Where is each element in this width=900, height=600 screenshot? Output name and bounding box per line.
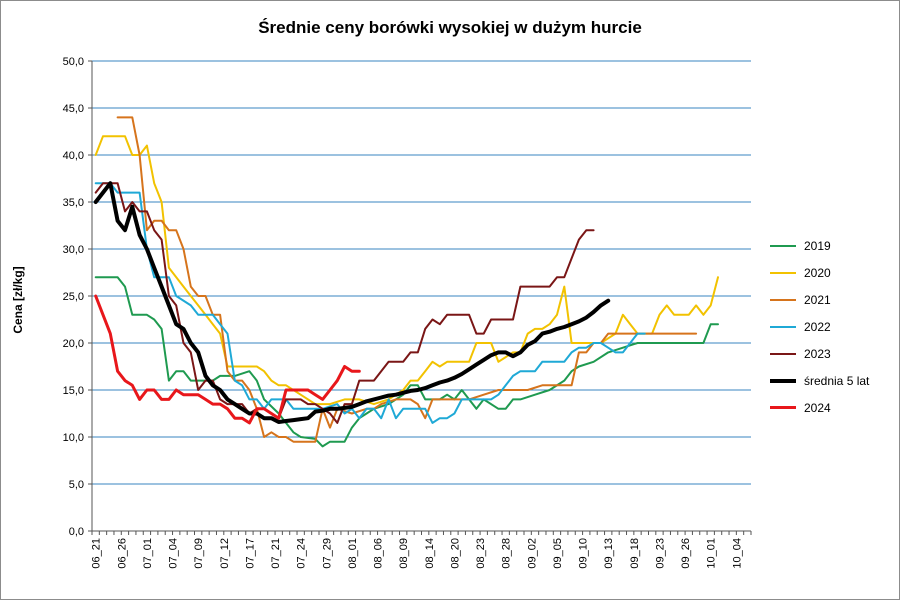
legend-item: 2019 (770, 232, 869, 259)
legend-swatch (770, 352, 796, 355)
x-tick-label: 07_17 (244, 538, 256, 569)
x-tick-label: 09_05 (552, 538, 564, 569)
series-line-2024 (94, 294, 361, 425)
y-tick-label: 10,0 (63, 432, 84, 444)
y-tick-label: 25,0 (63, 291, 84, 303)
series-line-2020 (94, 135, 719, 406)
legend-label: średnia 5 lat (804, 373, 870, 388)
legend: 2019 2020 2021 2022 2023 średnia 5 lat 2024 (770, 232, 869, 421)
legend-label: 2019 (804, 238, 831, 253)
legend-label: 2020 (804, 265, 831, 280)
x-tick-label: 08_06 (373, 538, 385, 569)
axis-layer: 0,0 5,0 10,0 15,0 20,0 25,0 30,0 35,0 40,0 45,0 50… (63, 56, 752, 569)
x-tick-label: 07_21 (270, 538, 282, 569)
x-tick-label: 08_20 (449, 538, 461, 569)
x-tick-label: 08_23 (475, 538, 487, 569)
x-tick-label: 10_01 (706, 538, 718, 569)
legend-swatch (770, 244, 796, 247)
x-tick-label: 09_18 (629, 538, 641, 569)
y-tick-label: 15,0 (63, 385, 84, 397)
y-tick-label: 20,0 (63, 338, 84, 350)
x-tick-label: 08_01 (347, 538, 359, 569)
legend-label: 2022 (804, 319, 831, 334)
legend-swatch (770, 378, 796, 383)
legend-swatch (770, 271, 796, 274)
x-tick-label: 09_02 (526, 538, 538, 569)
x-tick-label: 10_04 (731, 538, 743, 569)
y-tick-label: 50,0 (63, 56, 84, 68)
series-line-średnia-5-lat (93, 181, 611, 424)
y-tick-label: 5,0 (69, 479, 84, 491)
x-tick-label: 09_26 (680, 538, 692, 569)
chart-title: Średnie ceny borówki wysokiej w dużym hu… (258, 18, 642, 37)
y-tick-label: 35,0 (63, 197, 84, 209)
legend-item: średnia 5 lat (770, 367, 869, 394)
legend-item: 2020 (770, 259, 869, 286)
legend-item: 2021 (770, 286, 869, 313)
x-tick-label: 07_04 (168, 538, 180, 569)
y-tick-label: 40,0 (63, 150, 84, 162)
series-line-2022 (94, 182, 646, 424)
x-tick-label: 07_12 (219, 538, 231, 569)
x-tick-label: 08_14 (424, 538, 436, 569)
x-tick-label: 08_28 (501, 538, 513, 569)
x-tick-label: 07_09 (193, 538, 205, 569)
legend-swatch (770, 298, 796, 301)
legend-item: 2023 (770, 340, 869, 367)
x-tick-label: 06_26 (116, 538, 128, 569)
x-tick-label: 07_24 (296, 538, 308, 569)
y-tick-label: 30,0 (63, 244, 84, 256)
x-tick-label: 09_13 (603, 538, 615, 569)
series-layer (93, 116, 719, 448)
legend-item: 2022 (770, 313, 869, 340)
x-tick-label: 09_23 (654, 538, 666, 569)
x-tick-label: 07_29 (321, 538, 333, 569)
y-tick-label: 0,0 (69, 526, 84, 538)
y-tick-label: 45,0 (63, 103, 84, 115)
x-tick-label: 09_10 (578, 538, 590, 569)
legend-item: 2024 (770, 394, 869, 421)
x-tick-label: 07_01 (142, 538, 154, 569)
x-tick-label: 06_21 (91, 538, 103, 569)
legend-label: 2023 (804, 346, 831, 361)
series-line-2021 (116, 116, 698, 443)
legend-swatch (770, 406, 796, 409)
x-tick-label: 08_09 (398, 538, 410, 569)
legend-swatch (770, 325, 796, 328)
legend-label: 2021 (804, 292, 831, 307)
legend-label: 2024 (804, 400, 831, 415)
series-line-2023 (94, 182, 595, 424)
